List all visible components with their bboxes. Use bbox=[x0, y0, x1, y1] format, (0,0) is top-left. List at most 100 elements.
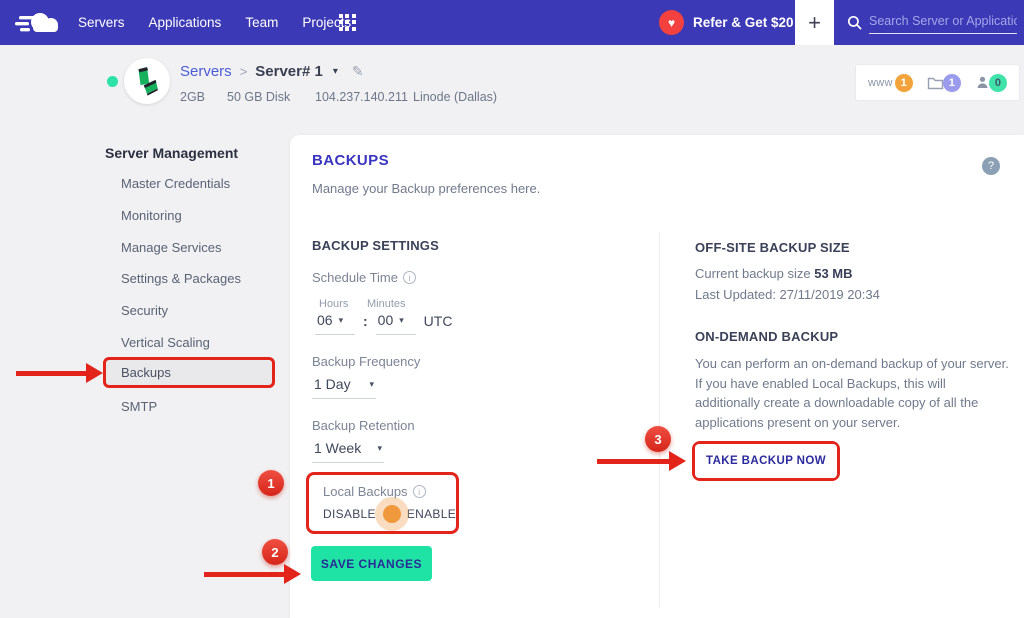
team-counter[interactable]: 0 bbox=[975, 73, 1007, 92]
save-changes-button[interactable]: SAVE CHANGES bbox=[311, 546, 432, 581]
server-provider-location: Linode (Dallas) bbox=[413, 90, 498, 104]
local-backups-text: Local Backups bbox=[323, 484, 408, 499]
cloudways-logo-icon[interactable] bbox=[13, 7, 65, 38]
chevron-down-icon: ▾ bbox=[377, 442, 382, 453]
refer-button[interactable]: ♥ Refer & Get $20 bbox=[659, 0, 794, 45]
backup-frequency-value: 1 Day bbox=[314, 376, 351, 392]
toggle-knob bbox=[382, 504, 401, 523]
server-status-dot bbox=[107, 76, 118, 87]
server-ram: 2GB bbox=[180, 90, 206, 104]
sidebar-item-backups-label: Backups bbox=[121, 365, 171, 380]
team-count-badge: 0 bbox=[988, 73, 1007, 92]
folder-icon bbox=[927, 77, 944, 89]
annotation-arrow-2 bbox=[204, 572, 285, 577]
annotation-step-3-badge: 3 bbox=[645, 426, 671, 452]
chevron-down-icon: ▾ bbox=[399, 314, 404, 325]
take-backup-now-button[interactable]: TAKE BACKUP NOW bbox=[695, 444, 837, 478]
backup-retention-value: 1 Week bbox=[314, 440, 362, 456]
sidebar-item-smtp[interactable]: SMTP bbox=[121, 399, 158, 414]
hours-value: 06 bbox=[317, 312, 333, 328]
sidebar-heading: Server Management bbox=[105, 145, 239, 161]
toggle-enable-label: ENABLE bbox=[406, 507, 456, 521]
local-backups-info-icon[interactable]: i bbox=[412, 485, 426, 498]
page-title: BACKUPS bbox=[312, 152, 389, 169]
sidebar-item-manage-services[interactable]: Manage Services bbox=[121, 240, 222, 255]
sidebar-item-monitoring[interactable]: Monitoring bbox=[121, 208, 182, 223]
annotation-arrow-3-head bbox=[669, 451, 686, 471]
schedule-time-label: Schedule Time i bbox=[312, 270, 416, 285]
backup-size-value: 53 MB bbox=[814, 266, 853, 281]
primary-nav: Servers Applications Team Projects bbox=[78, 0, 351, 45]
edit-server-name-icon[interactable]: ✎ bbox=[351, 63, 364, 79]
sidebar-item-backups[interactable]: Backups bbox=[103, 357, 275, 388]
hours-label: Hours bbox=[319, 298, 349, 310]
local-backups-toggle-row: DISABLE ENABLE bbox=[323, 504, 456, 523]
apps-grid-icon[interactable] bbox=[339, 14, 356, 31]
top-navbar: Servers Applications Team Projects ♥ Ref… bbox=[0, 0, 1024, 45]
hours-select[interactable]: 06 ▾ bbox=[315, 310, 355, 335]
server-counters-card: www 1 1 0 bbox=[855, 64, 1020, 101]
search-input[interactable] bbox=[869, 11, 1017, 34]
minutes-select[interactable]: 00 ▾ bbox=[375, 310, 416, 335]
www-label: www bbox=[868, 76, 893, 89]
sidebar-item-master-credentials[interactable]: Master Credentials bbox=[121, 176, 231, 191]
sidebar-item-security[interactable]: Security bbox=[121, 303, 168, 318]
projects-count-badge: 1 bbox=[942, 73, 961, 92]
nav-item-projects[interactable]: Projects bbox=[302, 15, 352, 30]
www-counter[interactable]: www 1 bbox=[868, 73, 913, 92]
heart-icon: ♥ bbox=[659, 10, 684, 35]
minutes-label: Minutes bbox=[367, 298, 406, 310]
timezone-label: UTC bbox=[423, 313, 453, 329]
server-name[interactable]: Server# 1 bbox=[255, 63, 323, 80]
annotation-box-take-backup: TAKE BACKUP NOW bbox=[692, 441, 840, 481]
backup-retention-label: Backup Retention bbox=[312, 418, 415, 433]
backup-settings-heading: BACKUP SETTINGS bbox=[312, 238, 439, 253]
help-icon[interactable]: ? bbox=[982, 157, 1000, 175]
local-backups-label: Local Backups i bbox=[323, 484, 456, 499]
last-updated: Last Updated: 27/11/2019 20:34 bbox=[695, 287, 880, 302]
search-area bbox=[847, 0, 1017, 45]
nav-item-team[interactable]: Team bbox=[245, 15, 279, 30]
minutes-value: 00 bbox=[377, 312, 394, 328]
annotation-step-2-badge: 2 bbox=[262, 539, 288, 565]
annotation-arrow-sidebar-head bbox=[86, 363, 103, 383]
schedule-time-row: 06 ▾ : 00 ▾ UTC bbox=[315, 310, 452, 335]
server-dropdown-caret-icon[interactable]: ▾ bbox=[332, 66, 338, 77]
local-backups-toggle[interactable] bbox=[382, 504, 401, 523]
breadcrumb-separator: > bbox=[239, 64, 248, 79]
backup-frequency-select[interactable]: 1 Day ▾ bbox=[312, 374, 376, 399]
sidebar-item-vertical-scaling[interactable]: Vertical Scaling bbox=[121, 335, 210, 350]
server-disk: 50 GB Disk bbox=[227, 90, 291, 104]
annotation-arrow-3 bbox=[597, 459, 670, 464]
backup-retention-select[interactable]: 1 Week ▾ bbox=[312, 438, 384, 463]
projects-counter[interactable]: 1 bbox=[927, 73, 961, 92]
backup-size-label: Current backup size bbox=[695, 266, 815, 281]
breadcrumb: Servers > Server# 1 ▾ ✎ bbox=[180, 63, 364, 80]
schedule-time-text: Schedule Time bbox=[312, 270, 398, 285]
content-card bbox=[290, 135, 1024, 618]
server-ip: 104.237.140.211 bbox=[315, 90, 408, 104]
breadcrumb-servers-link[interactable]: Servers bbox=[180, 63, 232, 80]
annotation-arrow-2-head bbox=[284, 564, 301, 584]
linode-logo-icon bbox=[138, 67, 158, 96]
search-icon bbox=[847, 15, 862, 30]
ondemand-description: You can perform an on-demand backup of y… bbox=[695, 356, 1009, 430]
current-backup-size: Current backup size 53 MB bbox=[695, 266, 853, 281]
column-divider bbox=[659, 232, 660, 608]
www-count-badge: 1 bbox=[894, 73, 913, 92]
backup-frequency-label: Backup Frequency bbox=[312, 354, 421, 369]
add-server-button[interactable]: + bbox=[795, 0, 834, 45]
annotation-arrow-sidebar bbox=[16, 371, 87, 376]
nav-item-servers[interactable]: Servers bbox=[78, 15, 125, 30]
nav-item-applications[interactable]: Applications bbox=[148, 15, 222, 30]
annotation-step-1-badge: 1 bbox=[258, 470, 284, 496]
user-icon bbox=[977, 76, 988, 88]
server-provider-avatar[interactable] bbox=[124, 58, 170, 104]
page-subtitle: Manage your Backup preferences here. bbox=[312, 181, 541, 196]
schedule-time-info-icon[interactable]: i bbox=[403, 271, 416, 284]
chevron-down-icon: ▾ bbox=[369, 378, 374, 389]
offsite-backup-heading: OFF-SITE BACKUP SIZE bbox=[695, 240, 850, 255]
time-colon: : bbox=[363, 313, 368, 329]
sidebar-item-settings-packages[interactable]: Settings & Packages bbox=[121, 271, 241, 286]
chevron-down-icon: ▾ bbox=[338, 314, 344, 325]
